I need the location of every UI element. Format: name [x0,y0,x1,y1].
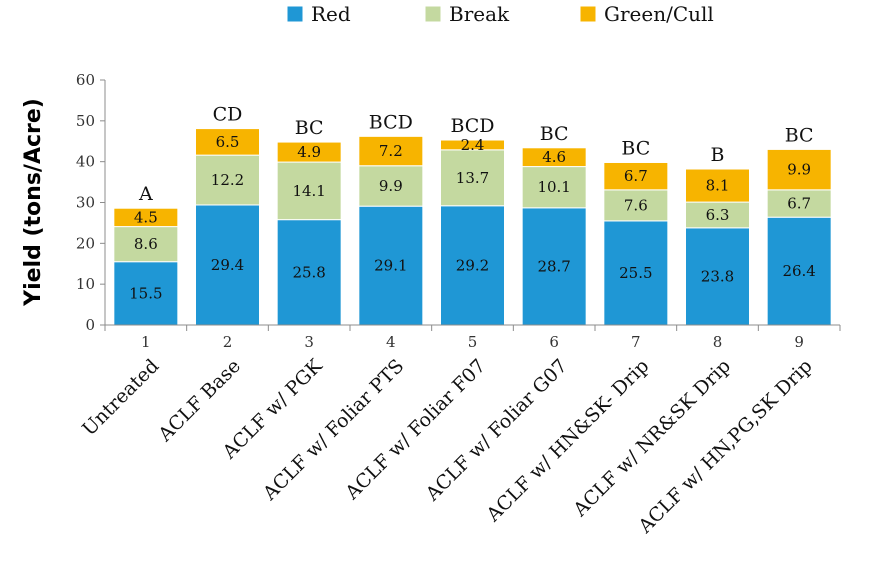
data-label: 6.7 [624,167,648,185]
x-tick-number: 8 [713,333,723,351]
significance-letter: BC [785,124,814,146]
y-axis-label: Yield (tons/Acre) [21,98,46,307]
significance-letter: CD [213,104,243,126]
bar-segment-2-6 [521,166,587,209]
legend-swatch-1 [286,5,304,23]
legend-swatch-2 [424,5,442,23]
x-tick-number: 6 [549,333,559,351]
bar-segment-1-4 [358,205,424,326]
data-label: 7.2 [379,142,403,160]
x-tick-number: 1 [141,333,151,351]
legend: Red Break Green/Cull [286,2,714,26]
legend-swatch-3 [579,5,597,23]
data-label: 23.8 [701,267,734,285]
bar-segment-2-1 [113,226,179,263]
bar-segment-1-1 [113,261,179,326]
y-tick-label: 40 [76,153,95,171]
bar-segment-3-6 [521,147,587,168]
bar-segment-3-9 [766,148,832,191]
legend-label-3: Green/Cull [604,2,714,26]
data-label: 14.1 [292,182,325,200]
x-category-label: ACLF Base [154,355,245,446]
bar-segment-1-5 [440,205,505,326]
x-tick-number: 4 [386,333,396,351]
x-category-label: ACLF w/ Foliar PTS [258,355,408,505]
bar-segment-3-5 [440,139,505,151]
data-label: 8.1 [706,177,730,195]
data-label: 4.6 [542,148,566,166]
bar-segment-3-7 [603,161,669,191]
x-category-label: ACLF w/ HN&SK- Drip [482,355,654,527]
significance-letter: A [138,183,153,205]
significance-letter: BC [295,117,324,139]
x-tick-number: 5 [468,333,478,351]
x-tick-number: 9 [794,333,804,351]
bar-segment-1-2 [195,204,260,326]
bar-segment-2-4 [358,165,424,207]
significance-letter: BCD [369,111,413,133]
bar-segment-3-3 [276,141,342,163]
bar-segment-1-6 [521,207,587,326]
x-category-label: Untreated [78,355,163,440]
data-label: 25.8 [292,263,325,281]
data-label: 29.1 [374,257,407,275]
x-tick-number: 2 [223,333,233,351]
x-tick-number: 7 [631,333,641,351]
y-tick-label: 20 [76,234,95,252]
data-label: 10.1 [537,178,570,196]
data-label: 29.4 [211,256,244,274]
y-axis: 0 10 20 30 40 50 60 [76,71,106,334]
significance-letter: B [711,144,725,166]
significance-letter: BC [540,123,569,145]
data-label: 4.9 [297,143,321,161]
bar-segment-3-4 [358,135,424,167]
data-label: 4.5 [134,208,158,226]
significance-letter: BCD [450,115,494,137]
y-tick-label: 50 [76,112,95,130]
data-label: 26.4 [782,262,815,280]
y-tick-label: 0 [85,316,95,334]
legend-label-2: Break [449,2,510,26]
bar-segment-3-2 [195,128,260,156]
x-category-label: ACLF w/ NR&SK Drip [569,355,735,521]
bars: 15.5 8.6 4.5 A 29.4 12.2 6.5 CD 25.8 14.1 4.9 BC 29.… [113,104,832,326]
x-category-label: ACLF w/ Foliar G07 [421,355,572,506]
data-label: 8.6 [134,235,158,253]
data-label: 25.5 [619,264,652,282]
bar-segment-2-2 [195,154,260,206]
y-tick-label: 30 [76,194,95,212]
data-label: 2.4 [461,136,485,154]
bar-segment-2-5 [440,149,505,207]
x-category-label: ACLF w/ HN,PG,SK Drip [634,355,817,538]
data-label: 12.2 [211,171,244,189]
bar-segment-3-8 [685,168,750,203]
data-label: 15.5 [129,284,162,302]
x-category-label: ACLF w/ Foliar F07 [341,355,490,504]
data-label: 7.6 [624,196,648,214]
data-label: 6.3 [706,206,730,224]
significance-letter: BC [621,137,650,159]
legend-label-1: Red [311,2,351,26]
data-label: 6.5 [216,133,240,151]
bar-segment-1-8 [685,227,750,326]
data-label: 6.7 [787,195,811,213]
x-tick-number: 3 [304,333,314,351]
bar-segment-3-1 [113,207,179,228]
data-label: 9.9 [379,177,403,195]
data-label: 28.7 [537,257,570,275]
y-tick-label: 60 [76,71,95,89]
data-label: 9.9 [787,161,811,179]
data-label: 13.7 [456,169,489,187]
data-label: 29.2 [456,256,489,274]
y-tick-label: 10 [76,275,95,293]
